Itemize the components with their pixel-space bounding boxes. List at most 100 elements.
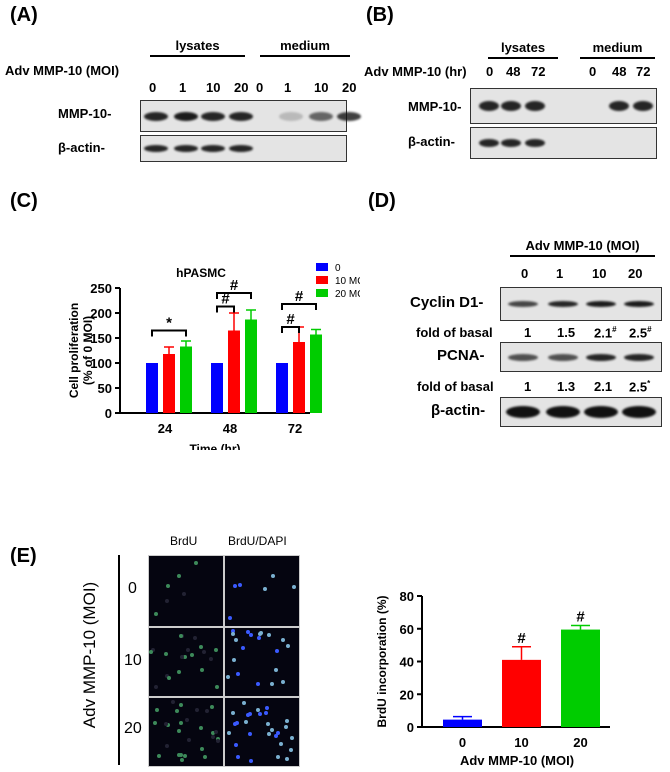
cell-nucleus <box>199 644 204 649</box>
cell-nucleus <box>240 646 245 651</box>
cell-nucleus <box>275 730 280 735</box>
cell-nucleus <box>164 722 169 727</box>
lane-label: 20 <box>234 80 249 95</box>
significance-mark: # <box>295 288 304 305</box>
cell-nucleus <box>167 675 172 680</box>
cell-nucleus <box>186 648 191 653</box>
cell-nucleus <box>165 584 170 589</box>
cell-nucleus <box>264 706 269 711</box>
significance-bracket <box>151 329 187 337</box>
cyclin-label: Cyclin D1- <box>410 294 484 311</box>
cell-nucleus <box>263 587 268 592</box>
cell-nucleus <box>233 584 238 589</box>
band <box>586 353 616 361</box>
significance-mark: # <box>517 630 526 647</box>
cell-nucleus <box>214 685 219 690</box>
actin-blot <box>140 135 347 162</box>
bar <box>310 334 322 413</box>
dose-axis-label: Adv MMP-10 (MOI) <box>80 581 99 729</box>
cell-nucleus <box>154 685 159 690</box>
cell-nucleus <box>258 631 263 636</box>
significance-bracket <box>216 305 235 313</box>
brdu-column-label: BrdU <box>170 534 198 548</box>
y-tick-label: 150 <box>90 331 112 346</box>
row-label-10: 10 <box>124 652 142 669</box>
cell-nucleus <box>177 670 182 675</box>
x-tick-label: 10 <box>514 735 528 750</box>
cell-nucleus <box>247 732 252 737</box>
cell-nucleus <box>281 638 286 643</box>
lane-label: 0 <box>521 266 529 281</box>
legend-swatch <box>316 263 328 271</box>
cell-nucleus <box>273 667 278 672</box>
bar <box>180 346 192 413</box>
pcna-label: PCNA- <box>437 347 485 364</box>
band <box>479 139 499 147</box>
cell-nucleus <box>150 648 155 653</box>
bar <box>211 363 223 413</box>
actin-label: β-actin- <box>431 402 486 419</box>
band <box>506 406 540 418</box>
band <box>229 145 253 152</box>
pcna-blot <box>500 342 662 372</box>
cell-nucleus <box>202 754 207 759</box>
cell-nucleus <box>276 755 281 760</box>
cell-nucleus <box>186 738 191 743</box>
micrograph <box>224 555 300 627</box>
significance-mark: # <box>576 608 585 625</box>
cell-nucleus <box>230 632 235 637</box>
bar <box>293 342 305 413</box>
lane-label: 10 <box>206 80 221 95</box>
cell-nucleus <box>166 722 171 727</box>
actin-blot <box>470 127 657 159</box>
cell-nucleus <box>292 584 297 589</box>
cell-nucleus <box>234 721 239 726</box>
bar <box>146 363 158 413</box>
x-axis-title: Adv MMP-10 (MOI) <box>460 753 574 768</box>
actin-label: β-actin- <box>408 134 455 149</box>
cell-nucleus <box>154 708 159 713</box>
band <box>201 111 225 121</box>
significance-mark: # <box>286 311 295 328</box>
cell-nucleus <box>165 674 170 679</box>
micrograph <box>148 627 224 697</box>
cell-nucleus <box>154 612 159 617</box>
panel-e-label: (E) <box>10 545 37 567</box>
cell-nucleus <box>178 721 183 726</box>
micrograph <box>224 697 300 767</box>
lane-label: 10 <box>592 266 607 281</box>
cell-nucleus <box>246 713 250 718</box>
band <box>174 111 198 121</box>
band <box>309 111 333 121</box>
significance-mark: * <box>166 315 172 332</box>
fold-value: 2.1 <box>594 379 613 394</box>
band <box>201 145 225 152</box>
band <box>144 111 168 121</box>
significance-mark: # <box>230 277 239 294</box>
chart-title: hPASMC <box>176 266 226 280</box>
cell-nucleus <box>248 758 253 763</box>
cell-nucleus <box>180 757 185 762</box>
fold-value: 2.5* <box>629 379 651 395</box>
cell-nucleus <box>285 644 290 649</box>
cell-nucleus <box>210 730 215 735</box>
cell-nucleus <box>171 699 176 704</box>
panel-c-label: (C) <box>10 190 38 212</box>
band <box>624 301 654 307</box>
y-tick-label: 0 <box>407 720 414 735</box>
medium-header: medium <box>580 40 655 59</box>
band <box>609 101 629 111</box>
mmp10-blot <box>140 100 361 132</box>
significance-mark: # <box>221 291 230 308</box>
cell-nucleus <box>182 591 187 596</box>
bar <box>561 629 600 727</box>
y-axis-title: (% of 0 MOI) <box>81 316 95 385</box>
cell-nucleus <box>226 731 231 736</box>
cell-nucleus <box>285 719 290 724</box>
y-axis-title: Cell proliferation <box>67 303 81 398</box>
x-tick-label: 20 <box>573 735 587 750</box>
micrograph <box>224 627 300 697</box>
row-label: Adv MMP-10 (MOI) <box>5 63 120 78</box>
